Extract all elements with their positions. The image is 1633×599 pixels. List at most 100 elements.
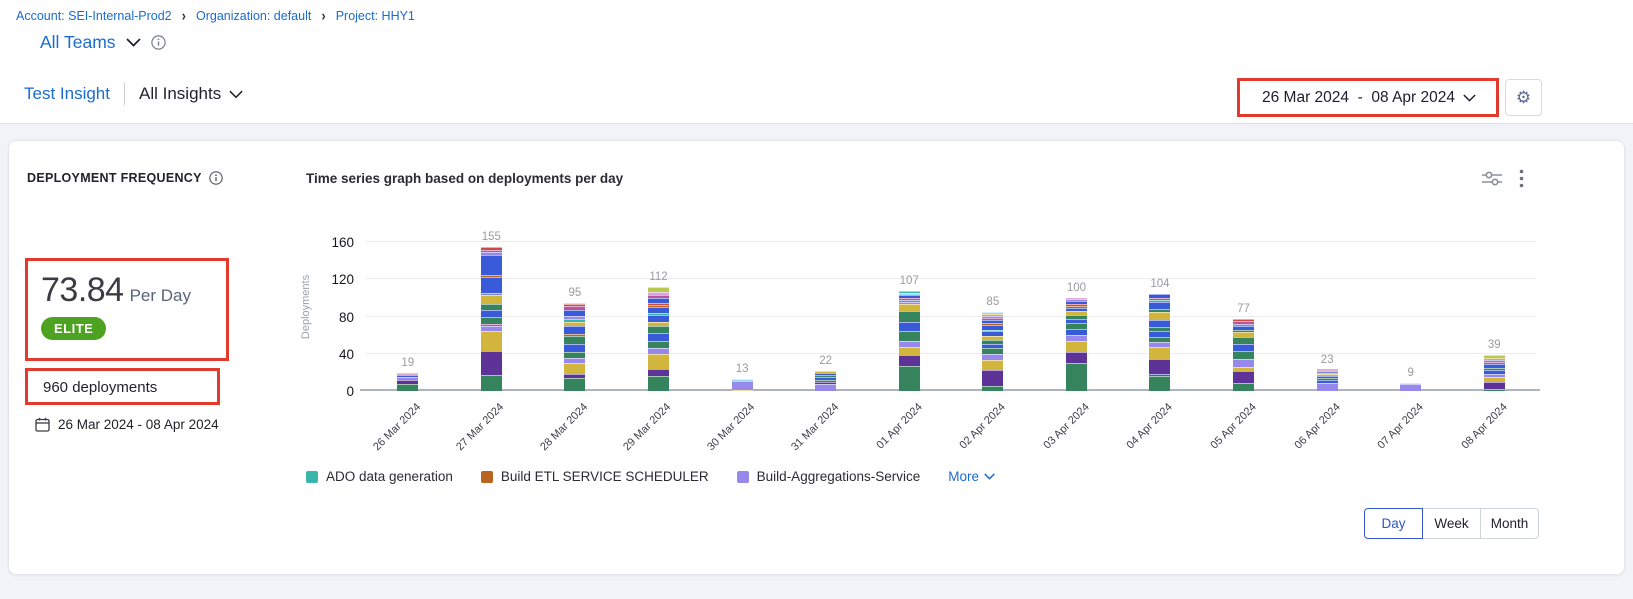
date-range-picker[interactable]: 26 Mar 2024 - 08 Apr 2024 — [1244, 82, 1494, 113]
bar-segment — [1483, 389, 1505, 391]
bar-value-label: 85 — [986, 295, 1000, 308]
chevron-down-icon — [229, 90, 243, 98]
bar-segment — [1483, 367, 1505, 370]
bar-segment — [898, 293, 920, 296]
gridline — [366, 278, 1536, 280]
bar-value-label: 107 — [899, 275, 919, 288]
bar-column[interactable]: 77 05 Apr 2024 — [1202, 242, 1286, 451]
bar-column[interactable]: 155 27 Mar 2024 — [450, 231, 534, 454]
bar-segment — [982, 360, 1004, 370]
breadcrumb-separator-icon: › — [181, 7, 186, 24]
chevron-down-icon[interactable] — [125, 38, 141, 47]
team-selector[interactable]: All Teams — [40, 32, 166, 53]
bar-segment — [1316, 369, 1338, 371]
bar-segment — [480, 350, 502, 376]
bar-segment — [1233, 366, 1255, 371]
bar-segment — [898, 301, 920, 304]
legend-item[interactable]: ADO data generation — [306, 469, 453, 484]
bar-stack — [564, 302, 586, 391]
bar-segment — [1149, 374, 1171, 377]
filter-sliders-icon[interactable] — [1481, 170, 1503, 187]
bar-column[interactable]: 112 29 Mar 2024 — [617, 242, 701, 453]
x-tick-label: 03 Apr 2024 — [1041, 401, 1092, 452]
bar-segment — [648, 286, 670, 292]
bar-segment — [731, 390, 753, 391]
legend-swatch — [736, 470, 749, 483]
bar-segment — [648, 302, 670, 306]
granularity-day-button[interactable]: Day — [1364, 508, 1423, 539]
bar-segment — [1233, 321, 1255, 325]
bar-segment — [564, 319, 586, 323]
bar-segment — [982, 315, 1004, 319]
bar-segment — [731, 378, 753, 381]
bar-column[interactable]: 9 07 Apr 2024 — [1369, 242, 1453, 452]
bar-segment — [1149, 347, 1171, 360]
bar-segment — [1483, 357, 1505, 361]
bar-segment — [982, 386, 1004, 391]
legend-more-link[interactable]: More — [948, 469, 995, 484]
bar-column[interactable]: 100 03 Apr 2024 — [1035, 242, 1119, 452]
bar-segment — [1065, 335, 1087, 341]
breadcrumb-account[interactable]: Account: SEI-Internal-Prod2 — [16, 8, 172, 23]
bar-column[interactable]: 13 30 Mar 2024 — [700, 242, 784, 453]
bar-column[interactable]: 23 06 Apr 2024 — [1285, 242, 1369, 452]
bar-column[interactable]: 95 28 Mar 2024 — [533, 242, 617, 454]
metric-value: 73.84 — [41, 271, 124, 309]
breadcrumb-project[interactable]: Project: HHY1 — [335, 8, 415, 23]
insight-scope-dropdown[interactable]: All Insights — [139, 84, 243, 104]
bar-segment — [1483, 369, 1505, 375]
x-tick-label: 02 Apr 2024 — [957, 401, 1009, 452]
calendar-icon — [35, 417, 50, 432]
bar-column[interactable]: 107 01 Apr 2024 — [867, 242, 951, 451]
bar-segment — [982, 329, 1004, 332]
insight-name-link[interactable]: Test Insight — [24, 84, 110, 103]
bar-column[interactable]: 19 26 Mar 2024 — [366, 242, 450, 453]
granularity-week-button[interactable]: Week — [1422, 508, 1481, 539]
bar-segment — [1065, 328, 1087, 336]
chevron-down-icon — [984, 473, 995, 480]
bar-stack — [648, 286, 670, 391]
bar-column[interactable]: 104 04 Apr 2024 — [1118, 242, 1202, 451]
x-tick-label: 31 Mar 2024 — [788, 401, 841, 454]
bar-value-label: 112 — [649, 270, 668, 283]
legend-item[interactable]: Build ETL SERVICE SCHEDULER — [480, 469, 709, 484]
chart-gridlines — [360, 241, 1540, 391]
bar-column[interactable]: 85 02 Apr 2024 — [951, 242, 1035, 452]
bar-segment — [1316, 377, 1338, 380]
bar-segment — [648, 348, 670, 354]
bar-segment — [1065, 319, 1087, 324]
bar-segment — [648, 333, 670, 341]
bar-segment — [1149, 326, 1171, 332]
bar-segment — [648, 340, 670, 349]
bar-segment — [1065, 300, 1087, 305]
breadcrumb-organization[interactable]: Organization: default — [195, 8, 312, 23]
bar-segment — [1316, 373, 1338, 375]
bar-segment — [1316, 370, 1338, 372]
breadcrumb-separator-icon: › — [321, 7, 326, 24]
settings-gear-button[interactable]: ⚙ — [1505, 79, 1542, 116]
bar-segment — [1483, 354, 1505, 358]
bar-column[interactable]: 22 31 Mar 2024 — [784, 242, 868, 454]
bar-segment — [898, 347, 920, 355]
info-icon[interactable] — [150, 35, 166, 50]
bar-segment — [1316, 376, 1338, 378]
legend-item[interactable]: Build-Aggregations-Service — [736, 469, 921, 484]
bar-segment — [1149, 299, 1171, 302]
chart-title: Time series graph based on deployments p… — [306, 171, 624, 186]
bar-segment — [1233, 325, 1255, 330]
legend-label: Build-Aggregations-Service — [756, 469, 921, 484]
bar-column[interactable]: 39 08 Apr 2024 — [1453, 242, 1537, 452]
elite-badge: ELITE — [41, 317, 107, 340]
info-icon[interactable] — [209, 171, 223, 185]
kebab-menu-icon[interactable] — [1519, 169, 1524, 188]
bar-segment — [480, 295, 502, 304]
bar-value-label: 23 — [1320, 353, 1334, 366]
bar-segment — [898, 297, 920, 300]
granularity-month-button[interactable]: Month — [1480, 508, 1539, 539]
y-axis-ticks: 0 40 80 120 160 — [314, 235, 354, 399]
bar-segment — [1233, 329, 1255, 333]
x-tick-label: 05 Apr 2024 — [1208, 401, 1259, 452]
y-tick-label: 80 — [338, 309, 354, 325]
bar-stack — [1233, 319, 1255, 391]
bar-segment — [982, 348, 1004, 354]
